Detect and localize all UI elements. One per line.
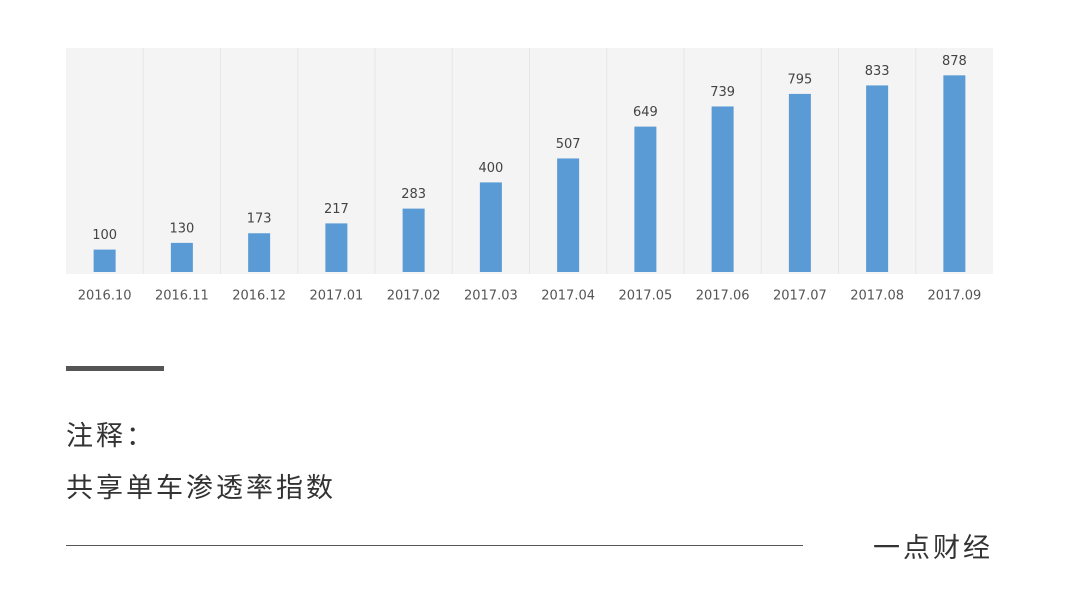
data-label: 400 [478, 161, 503, 176]
x-tick-label: 2017.06 [696, 289, 750, 304]
data-label: 130 [169, 221, 194, 236]
bar [634, 126, 657, 273]
source: 一点财经 [873, 533, 993, 564]
divider-long [66, 545, 803, 546]
x-tick-label: 2016.12 [232, 289, 286, 304]
bar [711, 106, 734, 273]
data-label: 173 [247, 212, 272, 227]
x-tick-label: 2016.11 [155, 289, 209, 304]
x-tick-label: 2017.01 [309, 289, 363, 304]
data-label: 739 [710, 85, 735, 100]
x-tick-label: 2017.02 [387, 289, 441, 304]
bar [866, 85, 889, 273]
bar [943, 75, 966, 272]
bar [93, 249, 116, 272]
data-label: 217 [324, 202, 349, 217]
data-label: 100 [92, 228, 117, 243]
bar [170, 242, 193, 272]
bar [325, 223, 348, 272]
bar [248, 233, 271, 272]
x-tick-label: 2017.08 [850, 289, 904, 304]
divider-short [66, 366, 164, 371]
data-label: 283 [401, 187, 426, 202]
x-tick-label: 2017.07 [773, 289, 827, 304]
data-label: 878 [942, 54, 967, 69]
chart: 2016.10 100 2016.11 130 2016.12 173 2017.01 217… [66, 48, 993, 304]
x-tick-label: 2016.10 [78, 289, 132, 304]
bar [479, 182, 502, 272]
data-label: 795 [787, 72, 812, 87]
bar [788, 93, 811, 272]
note-text: 共享单车渗透率指数 [66, 473, 336, 504]
data-label: 507 [556, 137, 581, 152]
bar [402, 208, 425, 272]
x-tick-label: 2017.09 [927, 289, 981, 304]
bar [557, 158, 580, 272]
x-tick-label: 2017.05 [618, 289, 672, 304]
x-tick-label: 2017.04 [541, 289, 595, 304]
x-tick-label: 2017.03 [464, 289, 518, 304]
data-label: 833 [865, 64, 890, 79]
note-label: 注释： [66, 421, 156, 452]
data-label: 649 [633, 105, 658, 120]
